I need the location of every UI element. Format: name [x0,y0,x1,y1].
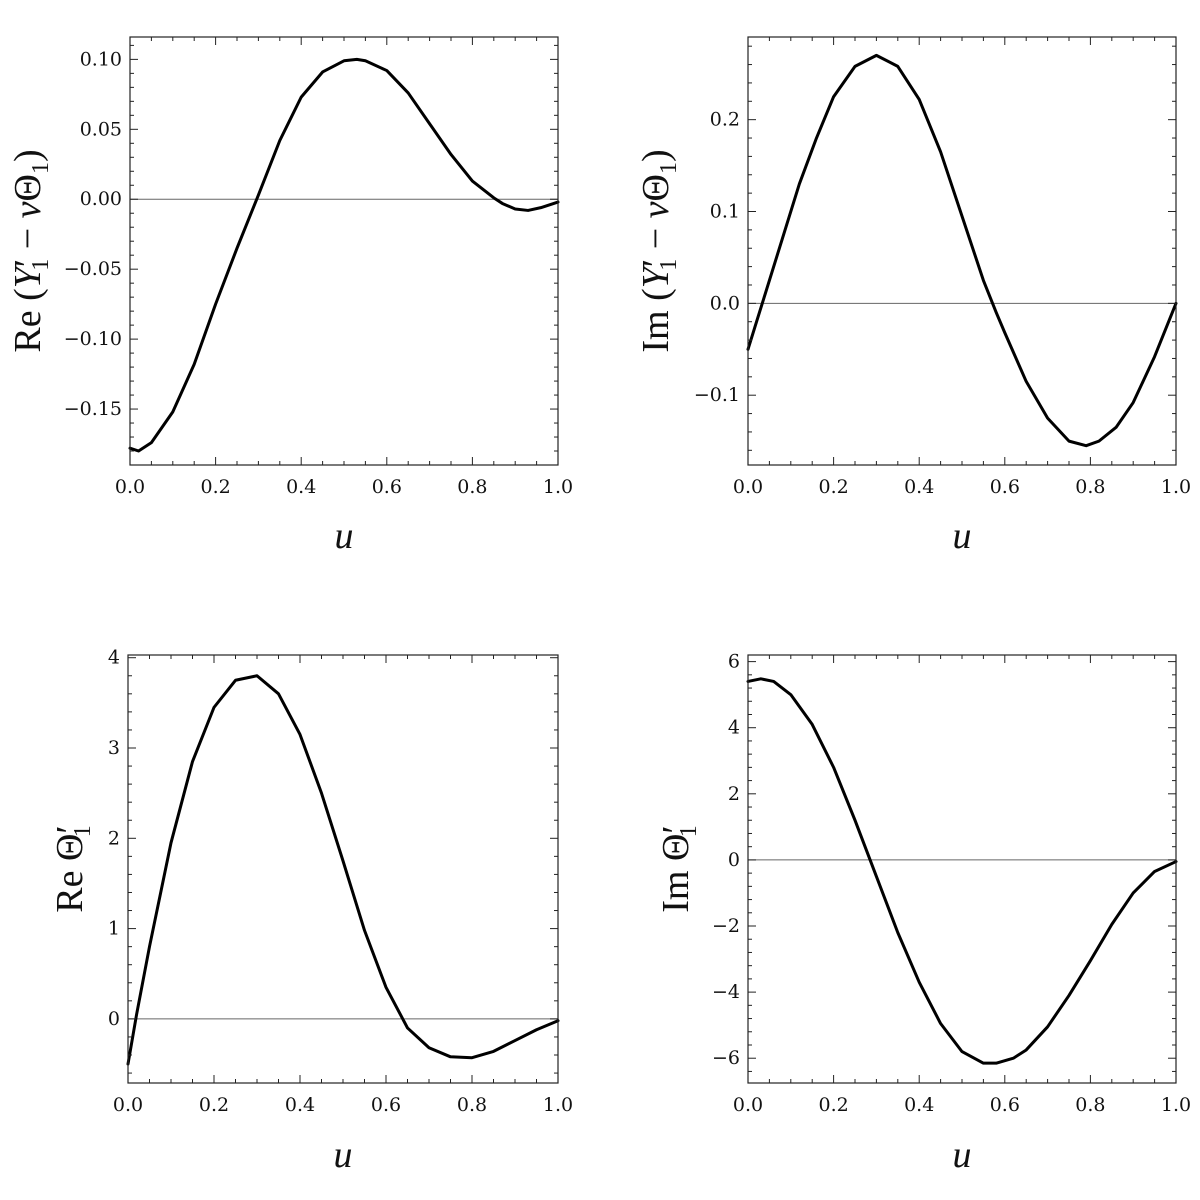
x-tick-label: 0.0 [733,1094,763,1116]
y-axis-title-part: Y [635,263,677,288]
x-tick-label: 0.4 [904,1094,934,1116]
plot-frame [747,36,1177,466]
x-tick-label: 0.4 [286,476,316,498]
x-tick-label: 0.0 [733,476,763,498]
x-tick-label: 0.6 [990,476,1020,498]
x-axis-title: u [335,515,354,557]
y-axis-title-part: Θ [49,834,91,861]
x-tick-label: 0.4 [285,1094,315,1116]
y-tick-label: 2 [728,783,740,805]
y-tick-label: −0.1 [694,384,740,406]
x-axis-title: u [953,515,972,557]
y-axis-title-part: ′ [635,259,677,267]
plot-frame [747,654,1177,1084]
x-tick-label: 0.4 [904,476,934,498]
x-axis-title: u [953,1134,972,1176]
y-tick-label: 0.10 [80,48,122,70]
y-tick-label: 0.0 [710,292,740,314]
y-tick-label: 0.00 [80,188,122,210]
y-tick-label: 0.1 [710,201,740,223]
y-axis-title-part: − [7,218,49,258]
y-tick-label: −6 [712,1047,740,1069]
panel-re-y1-minus-nu-theta1: 0.0 0.2 0.4 0.6 0.8 1.0−0.15−0.10−0.050.000.0… [7,36,573,557]
y-axis-title-part: ( [635,288,677,310]
y-axis-title-part: − [635,218,677,258]
plot-frame [129,36,559,466]
y-axis-title-part: Θ [655,834,697,861]
y-tick-label: 4 [728,717,740,739]
series-line-0 [746,53,1178,448]
y-axis-title-part: Re [7,310,49,352]
y-axis-title-part: Y [7,263,49,288]
x-tick-label: 0.0 [115,476,145,498]
series-line-0 [128,57,560,453]
y-axis-title-part: 1 [656,162,682,174]
panel-im-y1-minus-nu-theta1: 0.0 0.2 0.4 0.6 0.8 1.0 −0.1 0.0 0.1 0.2 u Im (Y′1 … [635,36,1191,557]
x-tick-label: 1.0 [1161,1094,1191,1116]
x-tick-label: 0.6 [372,476,402,498]
x-tick-label: 0.8 [457,1094,487,1116]
y-tick-label: 0 [108,1008,120,1030]
y-axis-title-part: 1 [676,825,702,837]
y-axis-title-part: ) [635,149,677,162]
y-axis-title-part: 1 [28,162,54,174]
y-axis-title-part: 1 [70,825,96,837]
y-axis-title-part: Im [635,310,677,352]
y-axis-title-part: 1 [656,259,682,271]
y-axis-title-part: Im [655,871,697,913]
y-tick-label: −4 [712,981,740,1003]
x-tick-label: 0.8 [1075,476,1105,498]
y-axis-title: Re Θ′1 [49,825,96,912]
series-line-0 [126,674,560,1066]
y-axis-title: Im Θ′1 [655,825,702,912]
y-axis-title-part [655,861,697,871]
x-tick-label: 0.2 [818,476,848,498]
y-axis-title-part [49,861,91,871]
y-tick-label: 1 [108,918,120,940]
y-axis-title-part: ν [635,201,677,218]
y-tick-label: −0.10 [64,328,122,350]
x-tick-label: 0.8 [457,476,487,498]
y-tick-label: 0.2 [710,109,740,131]
y-tick-label: 0 [728,849,740,871]
x-tick-label: 0.0 [113,1094,143,1116]
y-tick-label: −0.15 [64,398,122,420]
x-tick-label: 1.0 [543,1094,573,1116]
y-axis-title-part: Θ [7,174,49,201]
panel-im-theta1-prime: 0.0 0.2 0.4 0.6 0.8 1.0 −6 −4 −2 0 2 4 6 u Im Θ′1 [655,651,1191,1176]
y-tick-label: 3 [108,737,120,759]
y-axis-title-part: ν [7,201,49,218]
y-axis-title-part: Θ [635,174,677,201]
y-axis-title-part: 1 [28,259,54,271]
y-axis-title-part: ′ [655,825,697,833]
y-tick-label: −2 [712,915,740,937]
x-tick-label: 1.0 [1161,476,1191,498]
y-tick-label: 2 [108,827,120,849]
x-tick-label: 0.8 [1075,1094,1105,1116]
x-tick-label: 0.2 [818,1094,848,1116]
y-tick-label: 6 [728,651,740,673]
y-axis-title-part: Re [49,871,91,913]
x-axis-title: u [334,1134,353,1176]
y-tick-label: 4 [108,647,120,669]
y-axis-title-part: ′ [7,259,49,267]
y-axis-title: Re (Y′1 − νΘ1) [7,149,54,352]
y-tick-label: −0.05 [64,258,122,280]
x-tick-label: 0.6 [371,1094,401,1116]
y-axis-title-part: ) [7,149,49,162]
x-tick-label: 0.2 [200,476,230,498]
y-axis-title: Im (Y′1 − νΘ1) [635,149,682,352]
x-tick-label: 0.2 [199,1094,229,1116]
x-tick-label: 1.0 [543,476,573,498]
y-axis-title-part: ′ [49,825,91,833]
y-axis-title-part: ( [7,288,49,310]
x-tick-label: 0.6 [990,1094,1020,1116]
y-tick-label: 0.05 [80,118,122,140]
series-line-0 [746,677,1178,1065]
